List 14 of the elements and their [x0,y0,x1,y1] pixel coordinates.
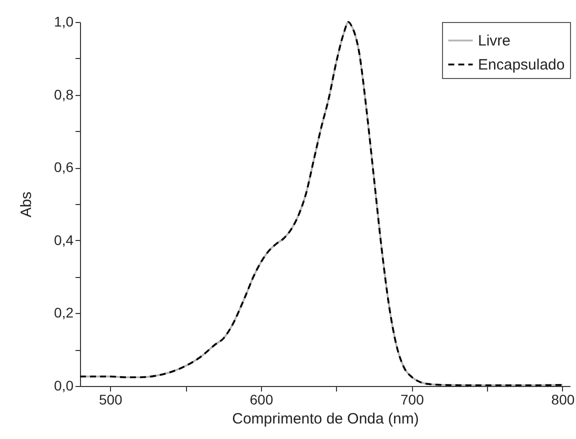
x-axis-title: Comprimento de Onda (nm) [232,410,419,428]
y-tick-label: 1,0 [54,14,74,30]
y-tick-label: 0,2 [54,304,74,321]
y-axis-title: Abs [18,192,36,218]
y-tick-label: 0,4 [54,232,74,248]
x-tick-label: 700 [400,392,424,408]
x-tick-label: 800 [551,392,575,408]
y-tick-label: 0,0 [54,378,74,394]
x-tick-label: 600 [250,392,274,408]
legend-label: Livre [478,32,511,50]
x-tick-label: 500 [98,392,123,408]
y-tick-label: 0,6 [54,159,74,176]
legend-label: Encapsulado [478,56,565,74]
y-tick-label: 0,8 [54,86,74,102]
